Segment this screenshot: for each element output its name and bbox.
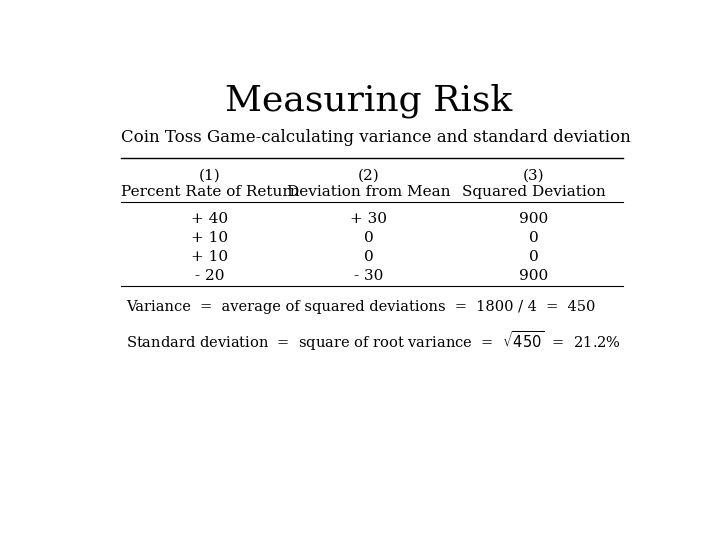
Text: 0: 0 <box>528 250 539 264</box>
Text: Percent Rate of Return: Percent Rate of Return <box>121 185 300 199</box>
Text: Coin Toss Game-calculating variance and standard deviation: Coin Toss Game-calculating variance and … <box>121 129 631 146</box>
Text: Variance  =  average of squared deviations  =  1800 / 4  =  450: Variance = average of squared deviations… <box>126 300 595 314</box>
Text: 0: 0 <box>364 231 374 245</box>
Text: + 40: + 40 <box>192 212 228 226</box>
Text: - 30: - 30 <box>354 268 384 282</box>
Text: + 10: + 10 <box>192 231 228 245</box>
Text: + 30: + 30 <box>351 212 387 226</box>
Text: Measuring Risk: Measuring Risk <box>225 84 513 118</box>
Text: - 20: - 20 <box>195 268 225 282</box>
Text: (2): (2) <box>358 168 380 183</box>
Text: (3): (3) <box>523 168 544 183</box>
Text: 0: 0 <box>528 231 539 245</box>
Text: Deviation from Mean: Deviation from Mean <box>287 185 451 199</box>
Text: Standard deviation  =  square of root variance  =  $\sqrt{450}$  =  21.2%: Standard deviation = square of root vari… <box>126 329 621 353</box>
Text: (1): (1) <box>199 168 221 183</box>
Text: Squared Deviation: Squared Deviation <box>462 185 606 199</box>
Text: 0: 0 <box>364 250 374 264</box>
Text: 900: 900 <box>519 268 548 282</box>
Text: 900: 900 <box>519 212 548 226</box>
Text: + 10: + 10 <box>192 250 228 264</box>
